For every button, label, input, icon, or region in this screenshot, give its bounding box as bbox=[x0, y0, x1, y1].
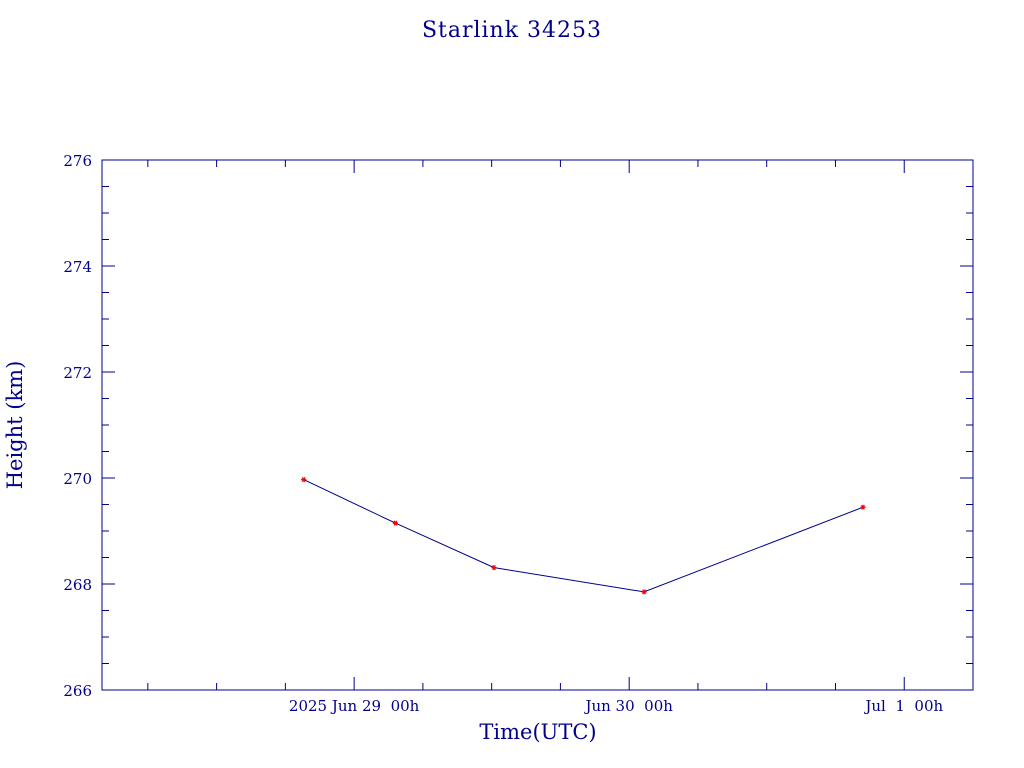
data-point-stroke bbox=[492, 564, 496, 571]
data-point bbox=[641, 589, 647, 595]
series-group bbox=[301, 476, 866, 595]
y-tick-label: 274 bbox=[63, 258, 92, 276]
y-tick-label: 270 bbox=[63, 470, 92, 488]
chart-title: Starlink 34253 bbox=[422, 18, 602, 43]
y-tick-label: 276 bbox=[63, 152, 92, 170]
data-point bbox=[491, 564, 497, 571]
series-line bbox=[303, 479, 864, 593]
plot-frame bbox=[101, 159, 974, 691]
data-point-stroke bbox=[393, 520, 398, 526]
x-axis-label: Time(UTC) bbox=[479, 720, 596, 744]
data-point-stroke bbox=[642, 589, 647, 595]
data-point-stroke bbox=[301, 476, 306, 483]
data-point bbox=[301, 476, 307, 483]
y-axis-tick-labels: 266 268 270 272 274 276 bbox=[63, 152, 92, 700]
y-tick-label: 266 bbox=[63, 682, 92, 700]
data-point-stroke bbox=[861, 504, 865, 510]
x-tick-label: 2025 Jun 29 00h bbox=[289, 697, 420, 715]
x-tick-label: Jul 1 00h bbox=[863, 697, 943, 715]
data-point bbox=[860, 504, 866, 510]
y-axis-ticks bbox=[102, 159, 973, 691]
x-axis-tick-labels: 2025 Jun 29 00h Jun 30 00h Jul 1 00h bbox=[289, 697, 944, 715]
x-tick-label: Jun 30 00h bbox=[583, 697, 673, 715]
y-tick-label: 268 bbox=[63, 576, 92, 594]
x-axis-ticks bbox=[147, 160, 974, 690]
y-axis-label: Height (km) bbox=[3, 361, 27, 490]
data-point bbox=[392, 520, 398, 526]
y-tick-label: 272 bbox=[63, 364, 92, 382]
